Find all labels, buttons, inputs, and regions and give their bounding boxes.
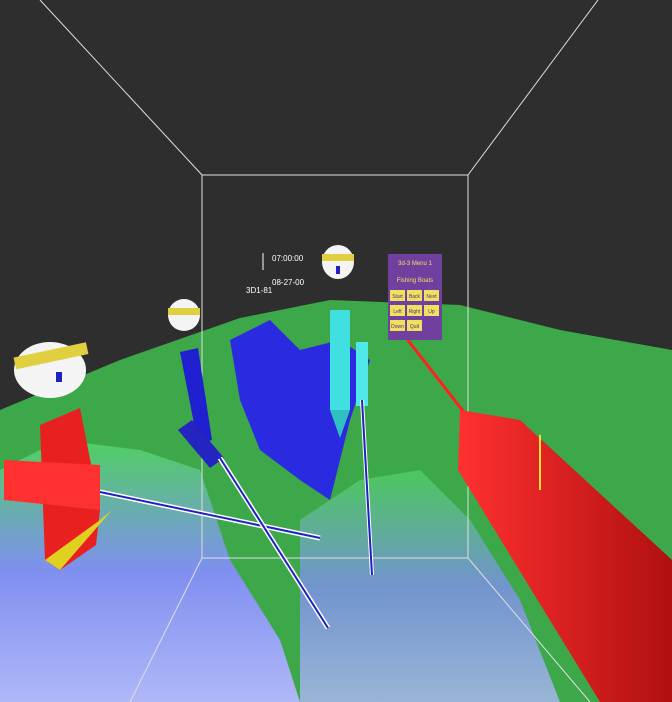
- panel-button[interactable]: [390, 320, 405, 331]
- panel-button-label[interactable]: Up: [428, 309, 435, 315]
- panel-button-label[interactable]: Down: [391, 324, 404, 330]
- panel-button-label[interactable]: Right: [409, 309, 421, 315]
- probes: [4, 310, 672, 702]
- panel-button-label[interactable]: Left: [393, 309, 402, 315]
- hud-station: 3D1-81: [246, 286, 273, 295]
- terrain-slope: [300, 470, 560, 702]
- panel-button-label[interactable]: Start: [392, 294, 403, 300]
- room-frame: [129, 174, 591, 702]
- panel-button[interactable]: [407, 305, 422, 316]
- hud-time: 07:00:00: [272, 254, 304, 263]
- panel-button[interactable]: [407, 320, 422, 331]
- panel-button-label[interactable]: Quit: [410, 324, 420, 330]
- panel-title: 3d-3 Menu 1: [398, 261, 432, 267]
- panel-button[interactable]: [390, 305, 405, 316]
- panel-button[interactable]: [424, 305, 439, 316]
- panel-subtitle: Fishing Boats: [397, 278, 433, 284]
- panel-button[interactable]: [390, 290, 405, 301]
- panel-button-label[interactable]: Next: [426, 294, 437, 300]
- panel-button[interactable]: [407, 290, 422, 301]
- faces: [13, 245, 354, 398]
- panel-button-label[interactable]: Back: [409, 294, 421, 300]
- hud-date: 08-27-00: [272, 278, 305, 287]
- panel-button[interactable]: [424, 290, 439, 301]
- menu-panel: 3d-3 Menu 1 Fishing Boats Start Back Next L…: [388, 254, 442, 340]
